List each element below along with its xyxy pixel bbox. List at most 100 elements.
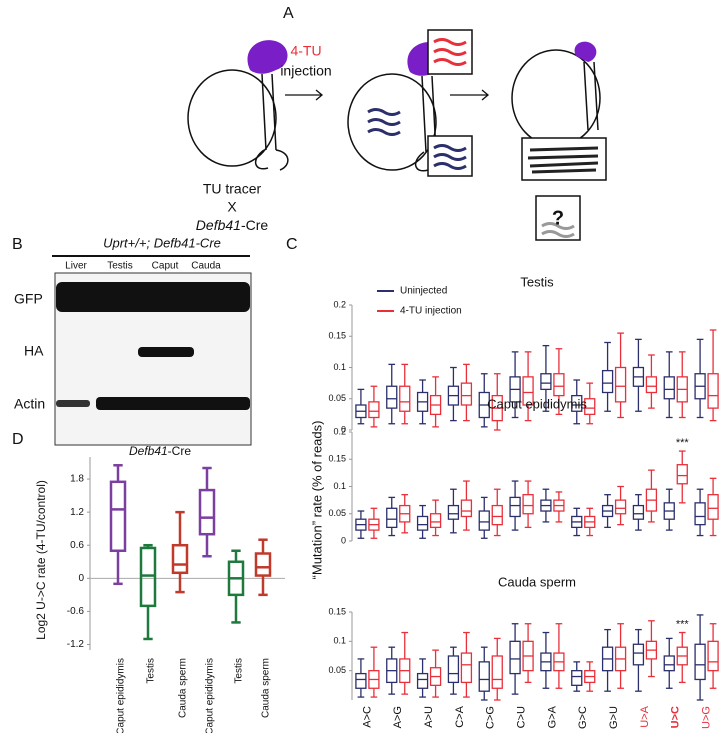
cross-label: Defb41-Cre [196,217,269,233]
y-tick-label: 0.05 [328,393,346,403]
x-tick-label: A>C [361,706,373,728]
row-label: GFP [14,291,43,307]
chart-title: Defb41-Cre [129,444,191,458]
lane-label: Caput [152,261,179,272]
box [707,640,719,672]
y-tick-label: 0.1 [333,636,346,646]
x-tick-label: Cauda sperm [261,658,272,718]
cross-label: X [227,199,237,215]
box [614,499,627,515]
box [386,385,398,409]
box [707,373,719,409]
box [399,385,411,412]
y-tick-label: 1.2 [70,507,84,518]
x-tick-label: G>C [577,706,589,729]
blot-header: Uprt+/+; Defb41-Cre [103,235,221,250]
sperm [527,146,599,174]
y-tick-label: -0.6 [67,606,85,617]
y-tick-label: 0 [341,535,346,545]
box [386,507,398,529]
box [460,499,473,518]
duct [254,73,289,171]
y-axis-label: “Mutation” rate (% of reads) [309,421,324,580]
lane-label: Liver [65,261,87,272]
box [368,401,380,419]
box [522,494,534,515]
x-tick-label: G>A [546,705,558,728]
box [460,382,473,406]
panel-label: D [12,431,24,448]
y-tick-label: 0.2 [333,426,346,436]
band [96,397,250,410]
panel-label: C [286,236,298,253]
box [694,502,706,526]
legend-label: Uninjected [400,286,447,297]
y-tick-label: 0.2 [333,299,346,309]
chart-title: Testis [520,274,554,289]
injection-label: injection [280,63,331,79]
x-tick-label: U>C [670,706,682,728]
x-tick-label: Testis [146,658,157,684]
box [139,546,157,608]
box [584,398,596,416]
box [522,376,534,406]
lane-label: Cauda [191,261,221,272]
y-tick-label: 0 [78,573,84,584]
rna-waves [367,108,401,136]
y-tick-label: 0.05 [328,665,346,675]
rna-waves [433,38,467,66]
testis [187,69,277,167]
rna-waves [541,222,575,238]
chart-title: Caput epididymis [487,396,587,411]
y-tick-label: 1.8 [70,474,84,485]
box [491,655,503,689]
box [491,504,503,526]
box [694,643,706,681]
rna-waves [433,144,467,170]
testis [347,73,437,171]
y-tick-label: 0.1 [333,362,346,372]
cross-italic: Defb41 [196,217,241,233]
arrow [285,89,490,101]
x-tick-label: Caput epididymis [116,658,127,733]
y-axis-label: Log2 U->C rate (4-TU/control) [34,480,48,640]
box [663,376,675,400]
box [707,494,719,520]
row-label: Actin [14,396,45,412]
box [447,504,460,520]
band [56,400,90,407]
box [676,464,688,485]
y-tick-label: 0.1 [333,481,346,491]
x-tick-label: U>G [700,706,712,729]
y-tick-label: 0 [341,424,346,434]
caput [574,41,597,62]
x-tick-label: A>G [392,706,404,728]
box [254,552,272,577]
panel-a [187,29,607,241]
box [447,655,460,684]
box [416,672,429,689]
box [553,373,565,397]
box [509,640,521,675]
chart-title: Cauda sperm [498,574,576,589]
agent-label: 4-TU [290,43,321,59]
x-tick-label: Cauda sperm [178,658,189,718]
x-tick-label: C>U [515,706,527,728]
box [509,496,521,518]
x-tick-label: Caput epididymis [205,658,216,733]
y-tick-label: 0.15 [328,454,346,464]
x-tick-label: A>U [423,706,435,728]
panel-label: A [283,5,294,22]
box [571,394,583,412]
x-tick-label: G>U [608,706,620,729]
box [601,369,614,394]
duct [583,61,599,131]
y-tick-label: 0.15 [328,606,346,616]
blot [54,272,252,446]
legend-label: 4-TU injection [400,306,462,317]
box [540,373,552,391]
x-tick-label: C>G [485,706,497,729]
y-tick-label: -1.2 [67,639,85,650]
title-rest: -Cre [168,444,192,458]
